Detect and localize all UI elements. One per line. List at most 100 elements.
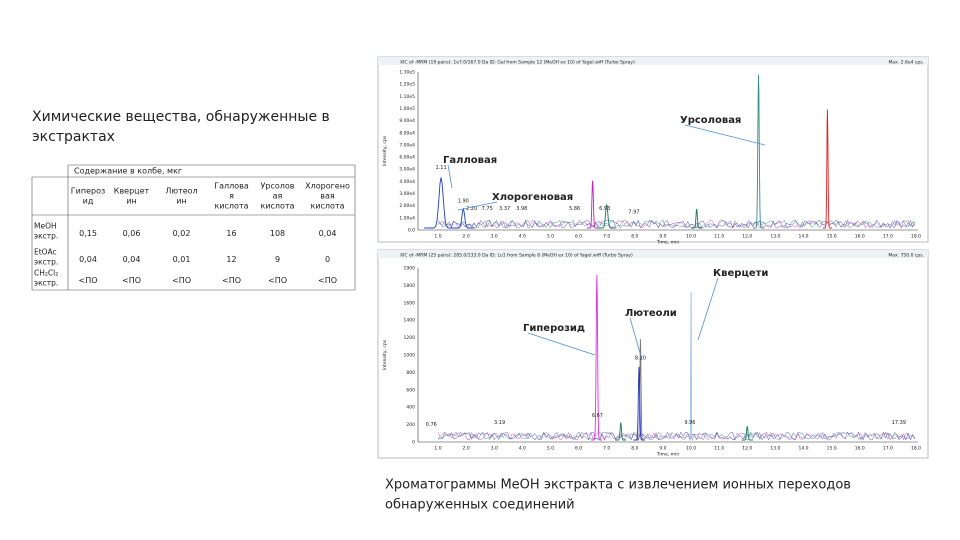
trace-peak [633,366,645,441]
y-tick-label: 200 [406,422,415,428]
y-tick-label: 1.10e5 [399,94,415,100]
table-cell: <ПО [222,276,241,285]
column-header: Галлова [214,182,249,191]
y-tick-label: 1600 [404,300,416,306]
x-tick-label: 6.0 [575,234,582,240]
y-tick-label: 7.00e4 [399,142,415,148]
row-label: CH₂Cl₂ [34,269,58,278]
y-tick-label: 1.30e5 [399,70,415,76]
y-tick-label: 1400 [404,318,416,324]
x-tick-label: 2.0 [463,446,470,452]
x-tick-label: 15.0 [827,446,837,452]
x-tick-label: 18.0 [911,446,921,452]
peak-label: 6.93 [599,206,610,212]
annotation-arrow [457,201,498,211]
annotation-arrow [697,277,719,341]
x-tick-label: 5.0 [547,446,554,452]
chart-frame [377,249,929,459]
peak-label: 3.37 [499,206,510,212]
y-tick-label: 1.00e4 [399,215,415,221]
trace-peak [688,292,694,441]
table-cell: 0,02 [173,229,191,238]
x-tick-label: 9.0 [659,446,666,452]
x-tick-label: 4.0 [519,234,526,240]
y-tick-label: 0.0 [408,228,415,234]
y-tick-label: 3.00e4 [399,191,415,197]
peak-label: 7.75 [482,206,493,212]
x-tick-label: 18.0 [911,234,921,240]
peak-label: 17.39 [892,420,906,426]
annotation: Гиперозид [523,323,585,334]
trace-peak [587,180,598,229]
table-cell: <ПО [318,276,337,285]
column-header: Гипероз [71,187,105,196]
chart-header: XIC of -MRM (19 pairs): 1e7.0/167.0 Da I… [400,60,635,66]
peak-label: 1.11 [436,165,447,171]
chart-max: Max. 2.6e4 cps. [889,60,925,66]
x-axis-label: Time, min [656,452,680,458]
y-tick-label: 8.00e4 [399,130,415,136]
annotation-arrow [629,317,643,361]
x-tick-label: 2.0 [463,234,470,240]
x-tick-label: 8.0 [631,446,638,452]
x-tick-label: 7.0 [603,446,610,452]
column-header: ая [273,192,283,201]
trace-peak [691,208,703,229]
table-cell: <ПО [172,276,191,285]
y-tick-label: 1000 [404,353,416,359]
peak-label: 0.76 [426,422,437,428]
y-tick-label: 1900 [404,266,416,272]
x-tick-label: 7.0 [603,234,610,240]
x-tick-label: 16.0 [855,234,865,240]
x-tick-label: 17.0 [883,446,893,452]
section-title: экстрактах [32,129,115,145]
peak-label: 5.86 [569,206,580,212]
x-tick-label: 15.0 [827,234,837,240]
peak-label: 3.19 [494,420,505,426]
x-tick-label: 11.0 [714,234,724,240]
y-tick-label: 600 [406,387,415,393]
peak-label: 7.97 [628,209,639,215]
x-tick-label: 12.0 [742,234,752,240]
x-tick-label: 14.0 [799,446,809,452]
table-cell: 0 [325,255,330,264]
peak-label: 6.67 [592,413,603,419]
annotation: Кверцети [713,268,768,279]
table-cell: 16 [226,229,236,238]
x-tick-label: 12.0 [742,446,752,452]
annotation: Урсоловая [680,115,741,126]
x-tick-label: 10.0 [686,446,696,452]
annotation-arrow [447,164,453,189]
trace-noise [437,431,916,441]
section-title: Химические вещества, обнаруженные в [32,109,330,125]
x-tick-label: 9.0 [659,234,666,240]
y-tick-label: 1800 [404,283,416,289]
trace-peak [597,204,616,229]
chart-frame [377,56,929,243]
x-tick-label: 13.0 [770,234,780,240]
x-tick-label: 17.0 [883,234,893,240]
row-label: экстр. [34,232,58,241]
column-header: Лютеол [165,187,197,196]
peak-label: 2.20 [466,206,477,212]
x-tick-label: 14.0 [799,234,809,240]
trace-noise [437,431,916,441]
row-label: экстр. [34,279,58,288]
x-tick-label: 1.0 [434,446,441,452]
y-tick-label: 6.00e4 [399,155,415,161]
column-header: кислота [215,202,249,211]
row-label: EtOAc [34,248,57,257]
trace-peak [752,74,765,229]
column-header: Хлорогено [305,182,350,191]
x-tick-label: 6.0 [575,446,582,452]
trace-noise [437,219,915,229]
caption: Хроматограммы MeOH экстракта с извлечени… [385,478,851,493]
y-tick-label: 1.00e5 [399,106,415,112]
x-tick-label: 16.0 [855,446,865,452]
y-axis-label: Intensity, cps [382,339,388,370]
y-tick-label: 5.00e4 [399,167,415,173]
annotation: Галловая [443,155,497,166]
annotation: Лютеоли [625,308,677,319]
trace-noise [437,431,916,441]
